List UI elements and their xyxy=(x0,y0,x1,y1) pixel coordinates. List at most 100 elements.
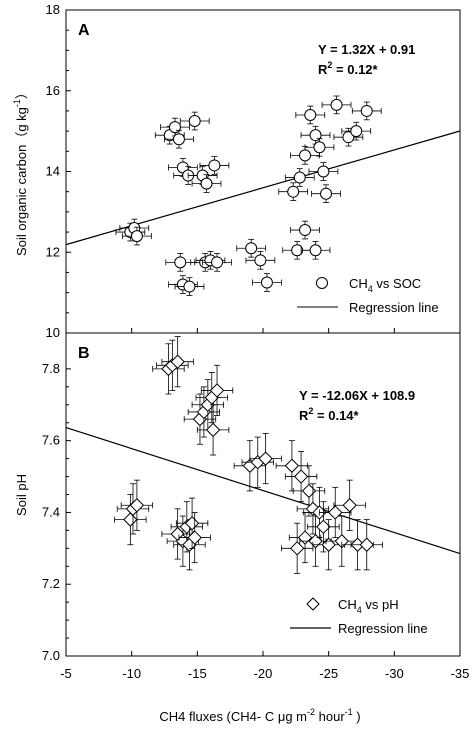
data-point-a-6 xyxy=(179,111,210,131)
x-tick-label-1: -10 xyxy=(122,666,141,681)
x-tick-label-6: -35 xyxy=(451,666,470,681)
legend-b-marker-label-prefix: CH xyxy=(338,597,357,612)
data-point-a-24 xyxy=(295,105,326,125)
x-axis-title-main: CH4 fluxes (CH4- C μg m xyxy=(159,709,307,724)
data-point-a-12 xyxy=(165,253,196,272)
data-point-b-16 xyxy=(196,404,230,456)
panel-a: 10 12 14 16 18 A Y = 1.32X + 0.91 R2 = 0.12*… xyxy=(46,2,461,340)
data-point-b-33 xyxy=(333,479,366,531)
data-point-b-21 xyxy=(275,440,309,492)
diamond-marker xyxy=(205,422,221,438)
data-point-a-5 xyxy=(164,129,194,149)
circle-marker xyxy=(260,276,273,289)
circle-marker xyxy=(313,141,326,154)
y-axis-title-a: Soil organic carbon（g kg-1） xyxy=(12,86,29,256)
data-point-a-25 xyxy=(300,125,331,145)
y-tick-label-b-1: 7.2 xyxy=(42,576,60,591)
data-point-a-28 xyxy=(311,184,341,203)
data-point-a-21 xyxy=(278,182,309,201)
legend-b-marker-label-suffix: vs pH xyxy=(362,597,399,612)
data-point-a-14 xyxy=(174,277,205,296)
r-squared-a-prefix: R xyxy=(318,62,328,77)
data-point-b-20 xyxy=(249,433,282,485)
x-tick-label-4: -25 xyxy=(319,666,338,681)
data-point-b-5 xyxy=(161,336,194,388)
plot-frame-b xyxy=(65,332,461,657)
data-point-b-17 xyxy=(200,364,234,416)
x-axis-ticks: -5 -10 -15 -20 -25 -30 -35 xyxy=(60,666,469,681)
data-point-a-11 xyxy=(199,156,230,175)
legend-a-marker-label-sub: 4 xyxy=(368,284,373,294)
regression-line-a xyxy=(65,130,461,246)
equation-b: Y = -12.06X + 108.9 xyxy=(299,388,415,403)
x-axis-title-end: hour xyxy=(315,709,345,724)
data-points-b xyxy=(114,336,383,574)
panel-b: 7.0 7.2 7.4 7.6 7.8 -5 -10 -15 -20 -25 -30 -35 B Y… xyxy=(42,332,469,681)
y-tick-label-a-2: 14 xyxy=(46,164,60,179)
y-tick-label-b-0: 7.0 xyxy=(42,648,60,663)
circle-marker xyxy=(245,242,258,255)
x-axis-title-sup: -2 xyxy=(307,707,315,717)
y-tick-label-a-1: 12 xyxy=(46,244,60,259)
diamond-marker xyxy=(328,505,343,520)
diamond-marker xyxy=(316,519,331,535)
legend-b-line-label: Regression line xyxy=(338,621,428,636)
diamond-marker xyxy=(297,530,313,545)
legend-a: CH4 vs SOC Regression line xyxy=(297,276,439,315)
circle-marker xyxy=(320,187,333,200)
data-point-a-19 xyxy=(245,251,276,270)
circle-marker xyxy=(299,224,312,237)
diamond-marker xyxy=(129,498,145,513)
x-tick-label-2: -15 xyxy=(188,666,207,681)
data-point-b-23 xyxy=(284,451,318,503)
y-axis-title-a-units: （g kg xyxy=(14,107,29,145)
data-point-b-0 xyxy=(114,494,147,546)
data-point-a-22 xyxy=(284,168,315,187)
y-axis-title-a-main: Soil organic carbon xyxy=(14,145,29,256)
data-point-a-10 xyxy=(191,174,222,193)
diamond-marker xyxy=(301,483,317,499)
circle-marker xyxy=(169,121,182,134)
circle-marker xyxy=(309,129,322,142)
data-point-a-2 xyxy=(122,226,152,246)
data-point-b-2 xyxy=(120,479,154,531)
diamond-marker xyxy=(342,498,357,513)
data-point-b-11 xyxy=(178,512,211,564)
circle-marker xyxy=(254,254,267,267)
r-squared-a-value: = 0.12* xyxy=(332,62,378,77)
diamond-marker xyxy=(293,469,309,484)
diamond-marker xyxy=(284,458,300,473)
data-point-b-26 xyxy=(296,483,330,535)
x-tick-label-0: -5 xyxy=(60,666,72,681)
y-tick-label-a-4: 18 xyxy=(46,2,60,17)
data-point-b-32 xyxy=(325,515,358,567)
circle-marker xyxy=(299,149,312,162)
circle-marker xyxy=(360,104,373,117)
x-axis-title-close: ) xyxy=(353,709,361,724)
y-axis-ticks-b: 7.0 7.2 7.4 7.6 7.8 xyxy=(42,361,461,663)
y-axis-ticks-a: 10 12 14 16 18 xyxy=(46,2,461,340)
circle-marker xyxy=(183,280,196,293)
circle-marker xyxy=(174,256,187,269)
data-points-a xyxy=(115,95,382,296)
diamond-marker xyxy=(170,354,185,369)
legend-b-marker-label-sub: 4 xyxy=(357,605,362,615)
circle-marker xyxy=(350,125,363,138)
y-tick-label-b-2: 7.4 xyxy=(42,504,60,519)
r-squared-a: R2 = 0.12* xyxy=(318,60,379,77)
regression-line-b xyxy=(65,426,461,555)
data-point-a-31 xyxy=(341,121,372,141)
x-tick-label-3: -20 xyxy=(254,666,273,681)
r-squared-b-prefix: R xyxy=(299,408,309,423)
r-squared-b: R2 = 0.14* xyxy=(299,406,360,423)
circle-marker xyxy=(317,165,330,178)
y-tick-label-a-0: 10 xyxy=(46,325,60,340)
x-axis-title-sup2: -1 xyxy=(345,707,353,717)
circle-marker xyxy=(342,131,355,144)
panel-letter-b: B xyxy=(78,345,90,362)
data-point-b-1 xyxy=(116,483,150,535)
data-point-a-30 xyxy=(333,127,364,147)
diamond-marker xyxy=(359,537,374,552)
r-squared-b-value: = 0.14* xyxy=(313,408,359,423)
circle-marker xyxy=(293,171,306,184)
